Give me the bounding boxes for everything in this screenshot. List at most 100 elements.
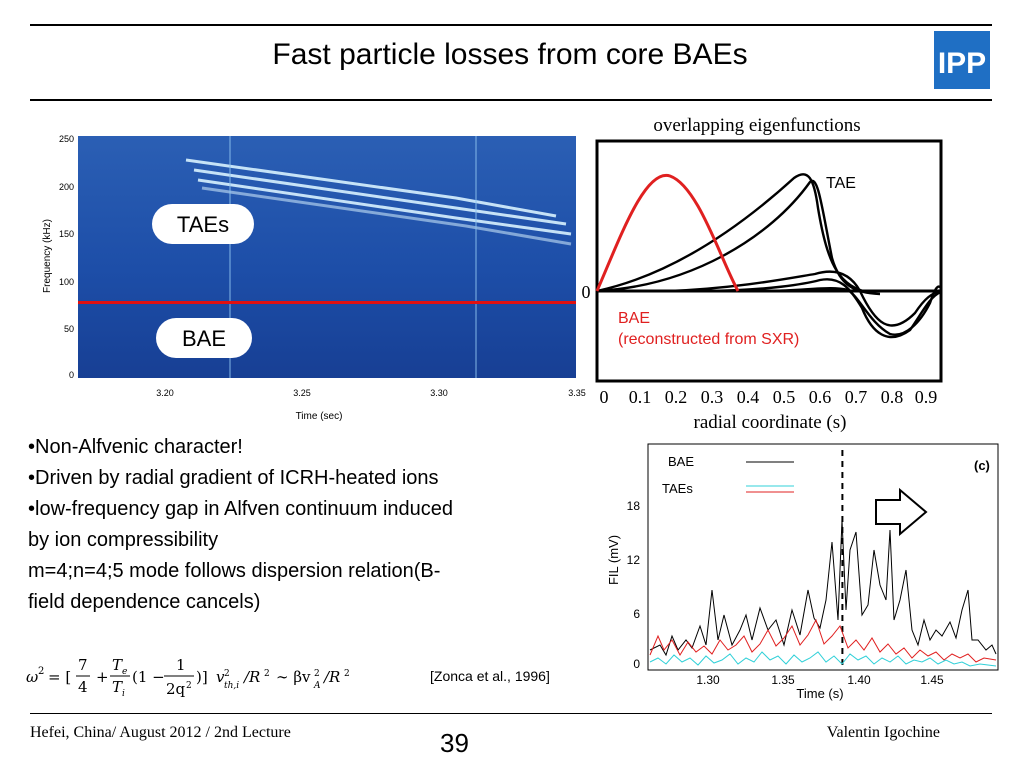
svg-text:v: v	[216, 668, 225, 686]
legend-entry-taes: TAEs	[662, 481, 693, 496]
logo-text: IPP	[938, 47, 986, 80]
fil-trace-bae	[649, 519, 997, 657]
fil-xtick: 1.40	[847, 673, 871, 687]
bae-label: BAE	[182, 326, 226, 351]
eigen-xtick: 0.9	[915, 387, 938, 407]
bullet-line: •low-frequency gap in Alfven continuum i…	[28, 498, 454, 520]
svg-text:/R: /R	[322, 668, 340, 686]
bullet-list: •Non-Alfvenic character! •Driven by radi…	[28, 432, 588, 618]
svg-text:2: 2	[264, 669, 270, 679]
svg-text:2: 2	[224, 669, 230, 679]
svg-text:4: 4	[78, 678, 88, 696]
bae-eigen-label: BAE	[618, 310, 650, 327]
fil-xtick: 1.30	[696, 673, 720, 687]
svg-text:+: +	[96, 668, 109, 686]
zero-label: 0	[582, 282, 591, 302]
spectrogram-plot-area	[78, 136, 576, 378]
citation: [Zonca et al., 1996]	[430, 668, 550, 684]
eigen-xtick: 0.4	[737, 387, 760, 407]
fil-trace-taes-cyan	[649, 651, 997, 667]
bullet-line: by ion compressibility	[28, 529, 219, 551]
svg-text:)]: )]	[196, 668, 208, 686]
spectrogram-xlabel: Time (sec)	[296, 411, 343, 422]
taes-label: TAEs	[177, 212, 229, 237]
bae-eigen-note: (reconstructed from SXR)	[618, 331, 799, 348]
bae-eigenfunction	[595, 174, 740, 292]
footer-rule	[30, 713, 992, 714]
svg-text:T: T	[112, 678, 123, 696]
footer-author: Valentin Igochine	[826, 724, 940, 741]
svg-text:2q: 2q	[166, 680, 186, 698]
fil-ytick: 0	[633, 657, 640, 671]
fil-ytick: 18	[627, 499, 641, 513]
eigen-xlabel: radial coordinate (s)	[694, 412, 847, 433]
eigenfunction-title: overlapping eigenfunctions	[653, 115, 860, 136]
fil-plot-frame	[647, 443, 999, 671]
spectrogram-tae-bands	[185, 158, 572, 246]
shift-arrow	[875, 487, 928, 537]
bullet-line: •Driven by radial gradient of ICRH-heate…	[28, 467, 439, 489]
spectrogram-ytick: 150	[59, 229, 74, 239]
fil-xtick: 1.35	[771, 673, 795, 687]
svg-text:1: 1	[176, 656, 186, 674]
eigen-xtick: 0.5	[773, 387, 796, 407]
svg-text:∼ βv: ∼ βv	[276, 668, 311, 686]
fil-figure: BAE TAEs (c) 0 6 12 18 1.30 1.35 1.40 1.…	[606, 443, 999, 701]
spectrogram-xtick: 3.35	[568, 388, 586, 398]
svg-text:ω: ω	[26, 668, 38, 686]
spectrogram-ytick: 200	[59, 182, 74, 192]
svg-text:th,i: th,i	[224, 681, 239, 691]
spectrogram-xtick: 3.20	[156, 388, 174, 398]
fil-xlabel: Time (s)	[796, 686, 843, 701]
eigen-xtick: 0	[600, 387, 609, 407]
fil-trace-taes-red	[649, 618, 997, 663]
svg-text:= [: = [	[48, 668, 71, 686]
spectrogram-xtick: 3.25	[293, 388, 311, 398]
legend-entry-bae: BAE	[668, 454, 694, 469]
spectrogram-xtick: 3.30	[430, 388, 448, 398]
fil-ytick: 6	[633, 607, 640, 621]
svg-text:7: 7	[78, 656, 88, 674]
fil-ytick: 12	[627, 553, 641, 567]
eigenfunction-plot-frame	[595, 139, 943, 383]
svg-text:2: 2	[186, 681, 192, 691]
spectrogram-figure: TAEs BAE 250 200 150 100 50 0 3.20 3.25 …	[42, 134, 586, 422]
tae-eigenfunctions	[596, 173, 942, 339]
eigen-xtick: 0.3	[701, 387, 724, 407]
svg-text:i: i	[122, 689, 125, 699]
footer-event: Hefei, China/ August 2012 / 2nd Lecture	[30, 724, 291, 741]
eigen-xtick: 0.6	[809, 387, 832, 407]
page-number: 39	[440, 728, 469, 758]
bullet-line: field dependence cancels)	[28, 591, 261, 613]
bae-label-box	[156, 318, 252, 358]
eigen-xtick: 0.8	[881, 387, 904, 407]
header-rule	[30, 99, 992, 101]
slide-title: Fast particle losses from core BAEs	[272, 38, 748, 71]
eigen-xtick: 0.7	[845, 387, 868, 407]
spectrogram-ytick: 50	[64, 324, 74, 334]
svg-text:2: 2	[344, 669, 350, 679]
svg-text:T: T	[112, 656, 123, 674]
fil-ylabel: FIL (mV)	[606, 535, 621, 585]
svg-text:/R: /R	[242, 668, 260, 686]
ipp-logo: IPP	[934, 31, 990, 89]
eigenfunction-figure: overlapping eigenfunctions 0 TAE BAE (re…	[582, 115, 943, 433]
fil-xtick: 1.45	[920, 673, 944, 687]
panel-label: (c)	[974, 458, 990, 473]
svg-text:2: 2	[314, 669, 320, 679]
svg-text:e: e	[122, 667, 127, 677]
spectrogram-ytick: 250	[59, 134, 74, 144]
bullet-line: m=4;n=4;5 mode follows dispersion relati…	[28, 560, 441, 582]
svg-text:(1 −: (1 −	[132, 668, 165, 686]
bullet-line: •Non-Alfvenic character!	[28, 436, 243, 458]
eigen-xtick: 0.2	[665, 387, 688, 407]
svg-text:A: A	[313, 681, 321, 691]
tae-label: TAE	[826, 175, 856, 192]
top-rule	[30, 24, 992, 26]
spectrogram-ylabel: Frequency (kHz)	[42, 219, 53, 293]
taes-label-box	[152, 204, 254, 244]
spectrogram-ytick: 0	[69, 370, 74, 380]
svg-text:2: 2	[38, 666, 44, 677]
eigen-xtick: 0.1	[629, 387, 652, 407]
